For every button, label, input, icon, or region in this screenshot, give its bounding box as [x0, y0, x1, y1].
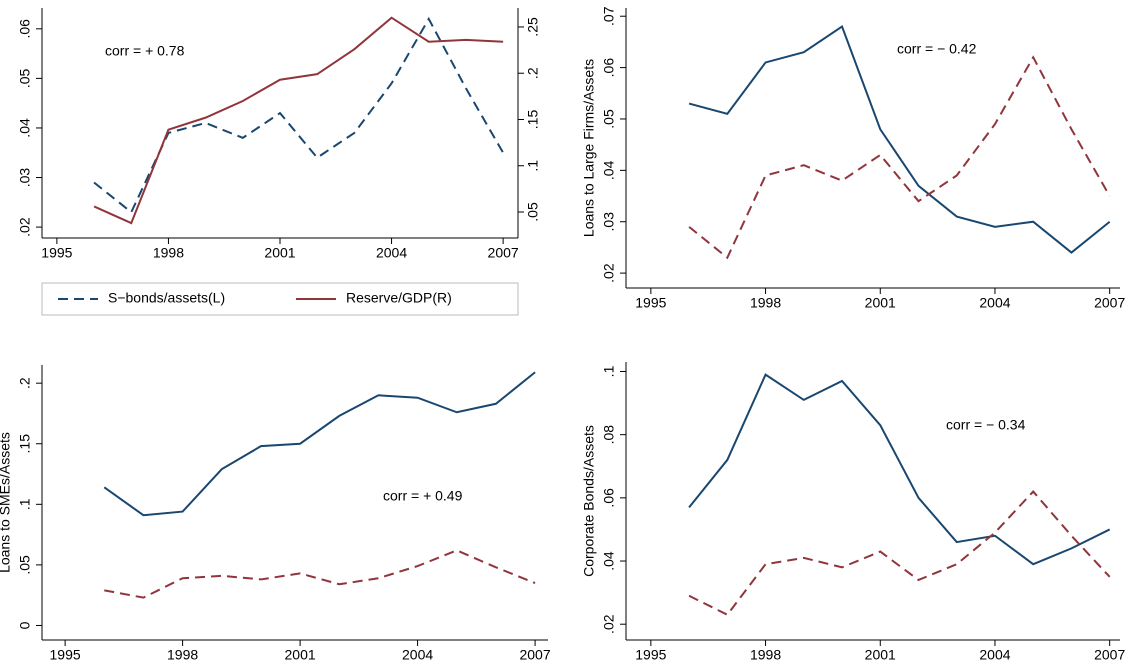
y-tick-label: .1	[601, 365, 617, 377]
x-tick-label: 1998	[167, 647, 198, 663]
y-tick-label: .05	[17, 555, 33, 575]
y-tick-label: .04	[17, 118, 33, 138]
annotation: corr = − 0.34	[946, 417, 1026, 433]
x-tick-label: 2004	[979, 647, 1010, 663]
y-tick-label: .08	[601, 425, 617, 445]
y-tick-label: .2	[17, 377, 33, 389]
data-line	[104, 549, 536, 599]
x-tick-label: 2004	[979, 295, 1010, 311]
x-tick-label: 1995	[50, 647, 81, 663]
y-tick-label: .03	[17, 168, 33, 188]
x-tick-label: 1995	[41, 245, 72, 261]
data-line	[103, 371, 536, 517]
legend-box	[41, 282, 519, 316]
y-tick-label: .1	[17, 498, 33, 510]
y2-tick-label: .1	[525, 160, 541, 172]
x-tick-label: 2007	[519, 647, 550, 663]
y-tick-label: .06	[601, 58, 617, 78]
legend-label: Reserve/GDP(R)	[346, 290, 452, 306]
data-line	[688, 490, 1111, 616]
x-tick-label: 2001	[865, 647, 896, 663]
y2-tick-label: .2	[525, 67, 541, 79]
y-tick-label: .15	[17, 434, 33, 454]
x-tick-label: 2001	[285, 647, 316, 663]
y-tick-label: .02	[601, 263, 617, 283]
data-line	[688, 373, 1111, 566]
x-tick-label: 2004	[376, 245, 407, 261]
data-line	[688, 24, 1111, 254]
y-tick-label: .02	[601, 614, 617, 634]
x-tick-label: 2001	[264, 245, 295, 261]
annotation: corr = + 0.49	[383, 488, 463, 504]
y-tick-label: .06	[17, 19, 33, 39]
x-tick-label: 2001	[865, 295, 896, 311]
y-tick-label: .07	[601, 6, 617, 26]
annotation: corr = + 0.78	[105, 43, 185, 59]
y2-tick-label: .05	[525, 202, 541, 222]
legend-label: S−bonds/assets(L)	[108, 290, 225, 306]
x-tick-label: 2007	[1094, 647, 1125, 663]
data-line	[93, 16, 504, 225]
annotation: corr = − 0.42	[897, 41, 977, 57]
x-tick-label: 1998	[153, 245, 184, 261]
y2-tick-label: .15	[525, 110, 541, 130]
y-axis-title: Corporate Bonds/Assets	[581, 425, 597, 577]
x-tick-label: 1995	[635, 647, 666, 663]
y-tick-label: .05	[17, 68, 33, 88]
x-tick-label: 1998	[750, 295, 781, 311]
y2-tick-label: .25	[525, 17, 541, 37]
y-tick-label: 0	[17, 621, 33, 629]
y-tick-label: .03	[601, 212, 617, 232]
x-tick-label: 2004	[402, 647, 433, 663]
y-tick-label: .04	[601, 160, 617, 180]
x-tick-label: 1998	[750, 647, 781, 663]
x-tick-label: 2007	[488, 245, 519, 261]
y-tick-label: .05	[601, 109, 617, 129]
x-tick-label: 2007	[1094, 295, 1125, 311]
y-tick-label: .02	[17, 217, 33, 237]
y-tick-label: .04	[601, 551, 617, 571]
y-axis-title: Loans to SMEs/Assets	[0, 432, 13, 573]
x-tick-label: 1995	[635, 295, 666, 311]
y-axis-title: Loans to Large Firms/Assets	[581, 59, 597, 237]
y-tick-label: .06	[601, 488, 617, 508]
data-line	[688, 55, 1111, 260]
